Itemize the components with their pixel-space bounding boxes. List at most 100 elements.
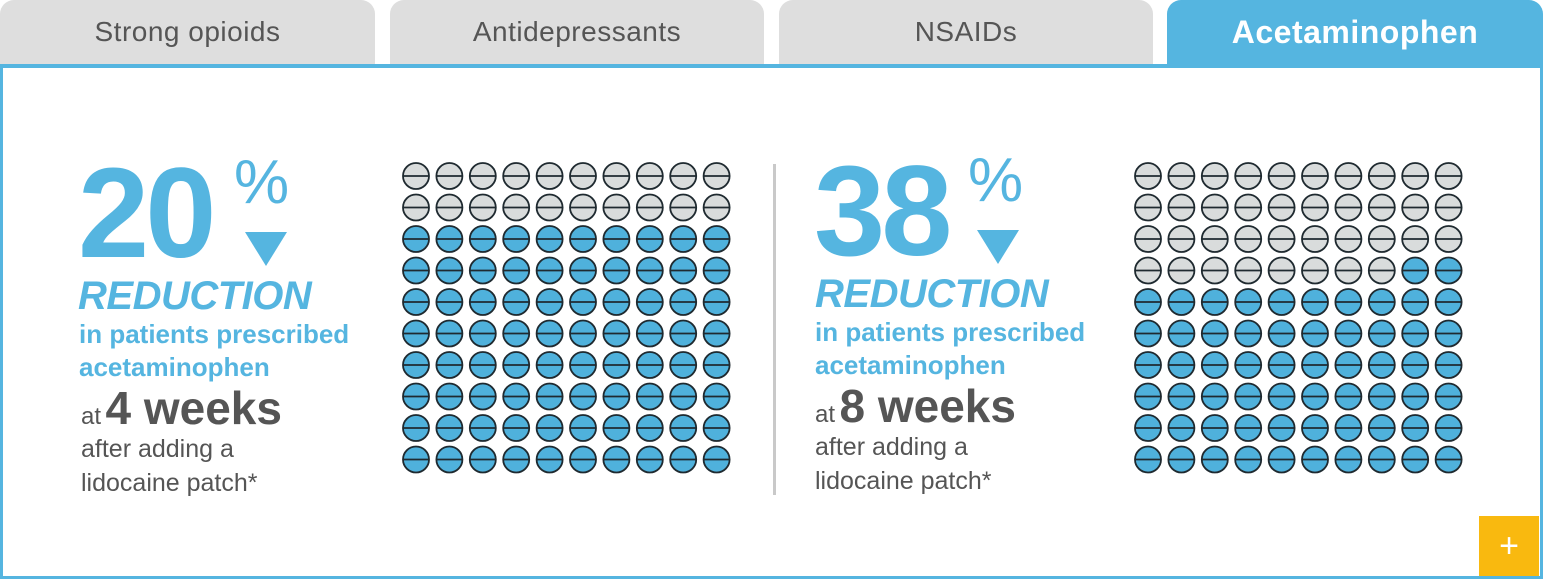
at-label: at <box>81 403 102 430</box>
pill-blue-icon <box>635 225 664 253</box>
pill-blue-icon <box>1301 351 1329 379</box>
pill-blue-icon <box>502 288 531 316</box>
pill-blue-icon <box>669 351 698 379</box>
pill-blue-icon <box>535 351 564 379</box>
drug-name: acetaminophen <box>79 352 270 382</box>
pill-blue-icon <box>1267 414 1296 442</box>
pill-blue-icon <box>502 414 531 442</box>
pill-grid-4-weeks <box>402 162 731 474</box>
pill-blue-icon <box>669 382 698 411</box>
pill-blue-icon <box>1234 382 1263 411</box>
pill-blue-icon <box>1234 351 1263 379</box>
pill-gray-icon <box>1334 162 1363 190</box>
pill-blue-icon <box>535 225 564 253</box>
pill-gray-icon <box>1367 162 1396 190</box>
tab-antidepressants[interactable]: Antidepressants <box>390 0 764 64</box>
pill-blue-icon <box>602 225 631 253</box>
tab-acetaminophen[interactable]: Acetaminophen <box>1167 0 1543 64</box>
tab-strong-opioids[interactable]: Strong opioids <box>0 0 375 64</box>
pill-gray-icon <box>1234 162 1263 190</box>
pill-gray-icon <box>1434 162 1463 190</box>
pill-gray-icon <box>1200 193 1229 222</box>
pill-blue-icon <box>702 382 731 411</box>
pill-blue-icon <box>669 225 698 253</box>
pill-blue-icon <box>1367 319 1396 348</box>
pill-gray-icon <box>702 193 731 222</box>
pill-blue-icon <box>535 319 564 348</box>
pill-blue-icon <box>569 256 597 285</box>
pill-gray-icon <box>1267 256 1296 285</box>
pill-gray-icon <box>1267 193 1296 222</box>
pill-blue-icon <box>402 382 430 411</box>
pill-blue-icon <box>1434 288 1463 316</box>
pill-gray-icon <box>1301 162 1329 190</box>
pill-blue-icon <box>502 382 531 411</box>
pill-blue-icon <box>1401 288 1430 316</box>
pill-gray-icon <box>1367 193 1396 222</box>
pill-blue-icon <box>1401 445 1430 474</box>
expand-button[interactable]: + <box>1479 516 1539 576</box>
pill-blue-icon <box>535 445 564 474</box>
at-label: at <box>815 401 836 428</box>
down-arrow-icon <box>977 230 1019 264</box>
pill-blue-icon <box>402 351 430 379</box>
pill-blue-icon <box>702 445 731 474</box>
pill-blue-icon <box>1167 382 1196 411</box>
pill-blue-icon <box>602 382 631 411</box>
pill-blue-icon <box>1267 382 1296 411</box>
pill-gray-icon <box>569 162 597 190</box>
pill-blue-icon <box>1367 445 1396 474</box>
pill-blue-icon <box>1234 288 1263 316</box>
pill-gray-icon <box>1167 225 1196 253</box>
patients-line: in patients prescribed <box>815 317 1086 347</box>
pill-blue-icon <box>1401 256 1430 285</box>
pill-gray-icon <box>1167 193 1196 222</box>
pill-blue-icon <box>1334 351 1363 379</box>
pill-blue-icon <box>569 382 597 411</box>
after-line: after adding a <box>815 433 968 461</box>
percent-sign: % <box>234 148 290 217</box>
pill-blue-icon <box>1434 256 1463 285</box>
pill-blue-icon <box>1367 382 1396 411</box>
pill-blue-icon <box>569 351 597 379</box>
pill-gray-icon <box>435 162 464 190</box>
pill-blue-icon <box>569 319 597 348</box>
after-line: after adding a <box>81 435 234 463</box>
pill-blue-icon <box>402 319 430 348</box>
stat-number: 20 <box>78 142 216 285</box>
tab-nsaids[interactable]: NSAIDs <box>779 0 1153 64</box>
pill-gray-icon <box>1200 162 1229 190</box>
pill-blue-icon <box>402 256 430 285</box>
pill-gray-icon <box>1267 162 1296 190</box>
pill-blue-icon <box>1401 319 1430 348</box>
pill-gray-icon <box>1367 256 1396 285</box>
pill-blue-icon <box>1334 382 1363 411</box>
pill-blue-icon <box>1367 351 1396 379</box>
pill-blue-icon <box>1434 414 1463 442</box>
pill-blue-icon <box>1301 414 1329 442</box>
pill-gray-icon <box>602 193 631 222</box>
pill-gray-icon <box>1200 256 1229 285</box>
pill-gray-icon <box>1200 225 1229 253</box>
pill-gray-icon <box>468 193 497 222</box>
pill-blue-icon <box>1200 445 1229 474</box>
pill-blue-icon <box>1234 414 1263 442</box>
pill-blue-icon <box>602 288 631 316</box>
pill-blue-icon <box>1334 288 1363 316</box>
pill-gray-icon <box>669 193 698 222</box>
pill-gray-icon <box>1334 225 1363 253</box>
plus-icon: + <box>1499 526 1519 565</box>
pill-blue-icon <box>435 414 464 442</box>
pill-gray-icon <box>502 193 531 222</box>
pill-blue-icon <box>1200 382 1229 411</box>
pill-blue-icon <box>435 382 464 411</box>
pill-gray-icon <box>602 162 631 190</box>
pill-blue-icon <box>1134 445 1162 474</box>
pill-blue-icon <box>1234 319 1263 348</box>
pill-blue-icon <box>602 414 631 442</box>
reduction-label: REDUCTION <box>78 274 312 318</box>
pill-gray-icon <box>1301 256 1329 285</box>
pill-blue-icon <box>602 351 631 379</box>
pill-blue-icon <box>1401 382 1430 411</box>
pill-blue-icon <box>502 319 531 348</box>
